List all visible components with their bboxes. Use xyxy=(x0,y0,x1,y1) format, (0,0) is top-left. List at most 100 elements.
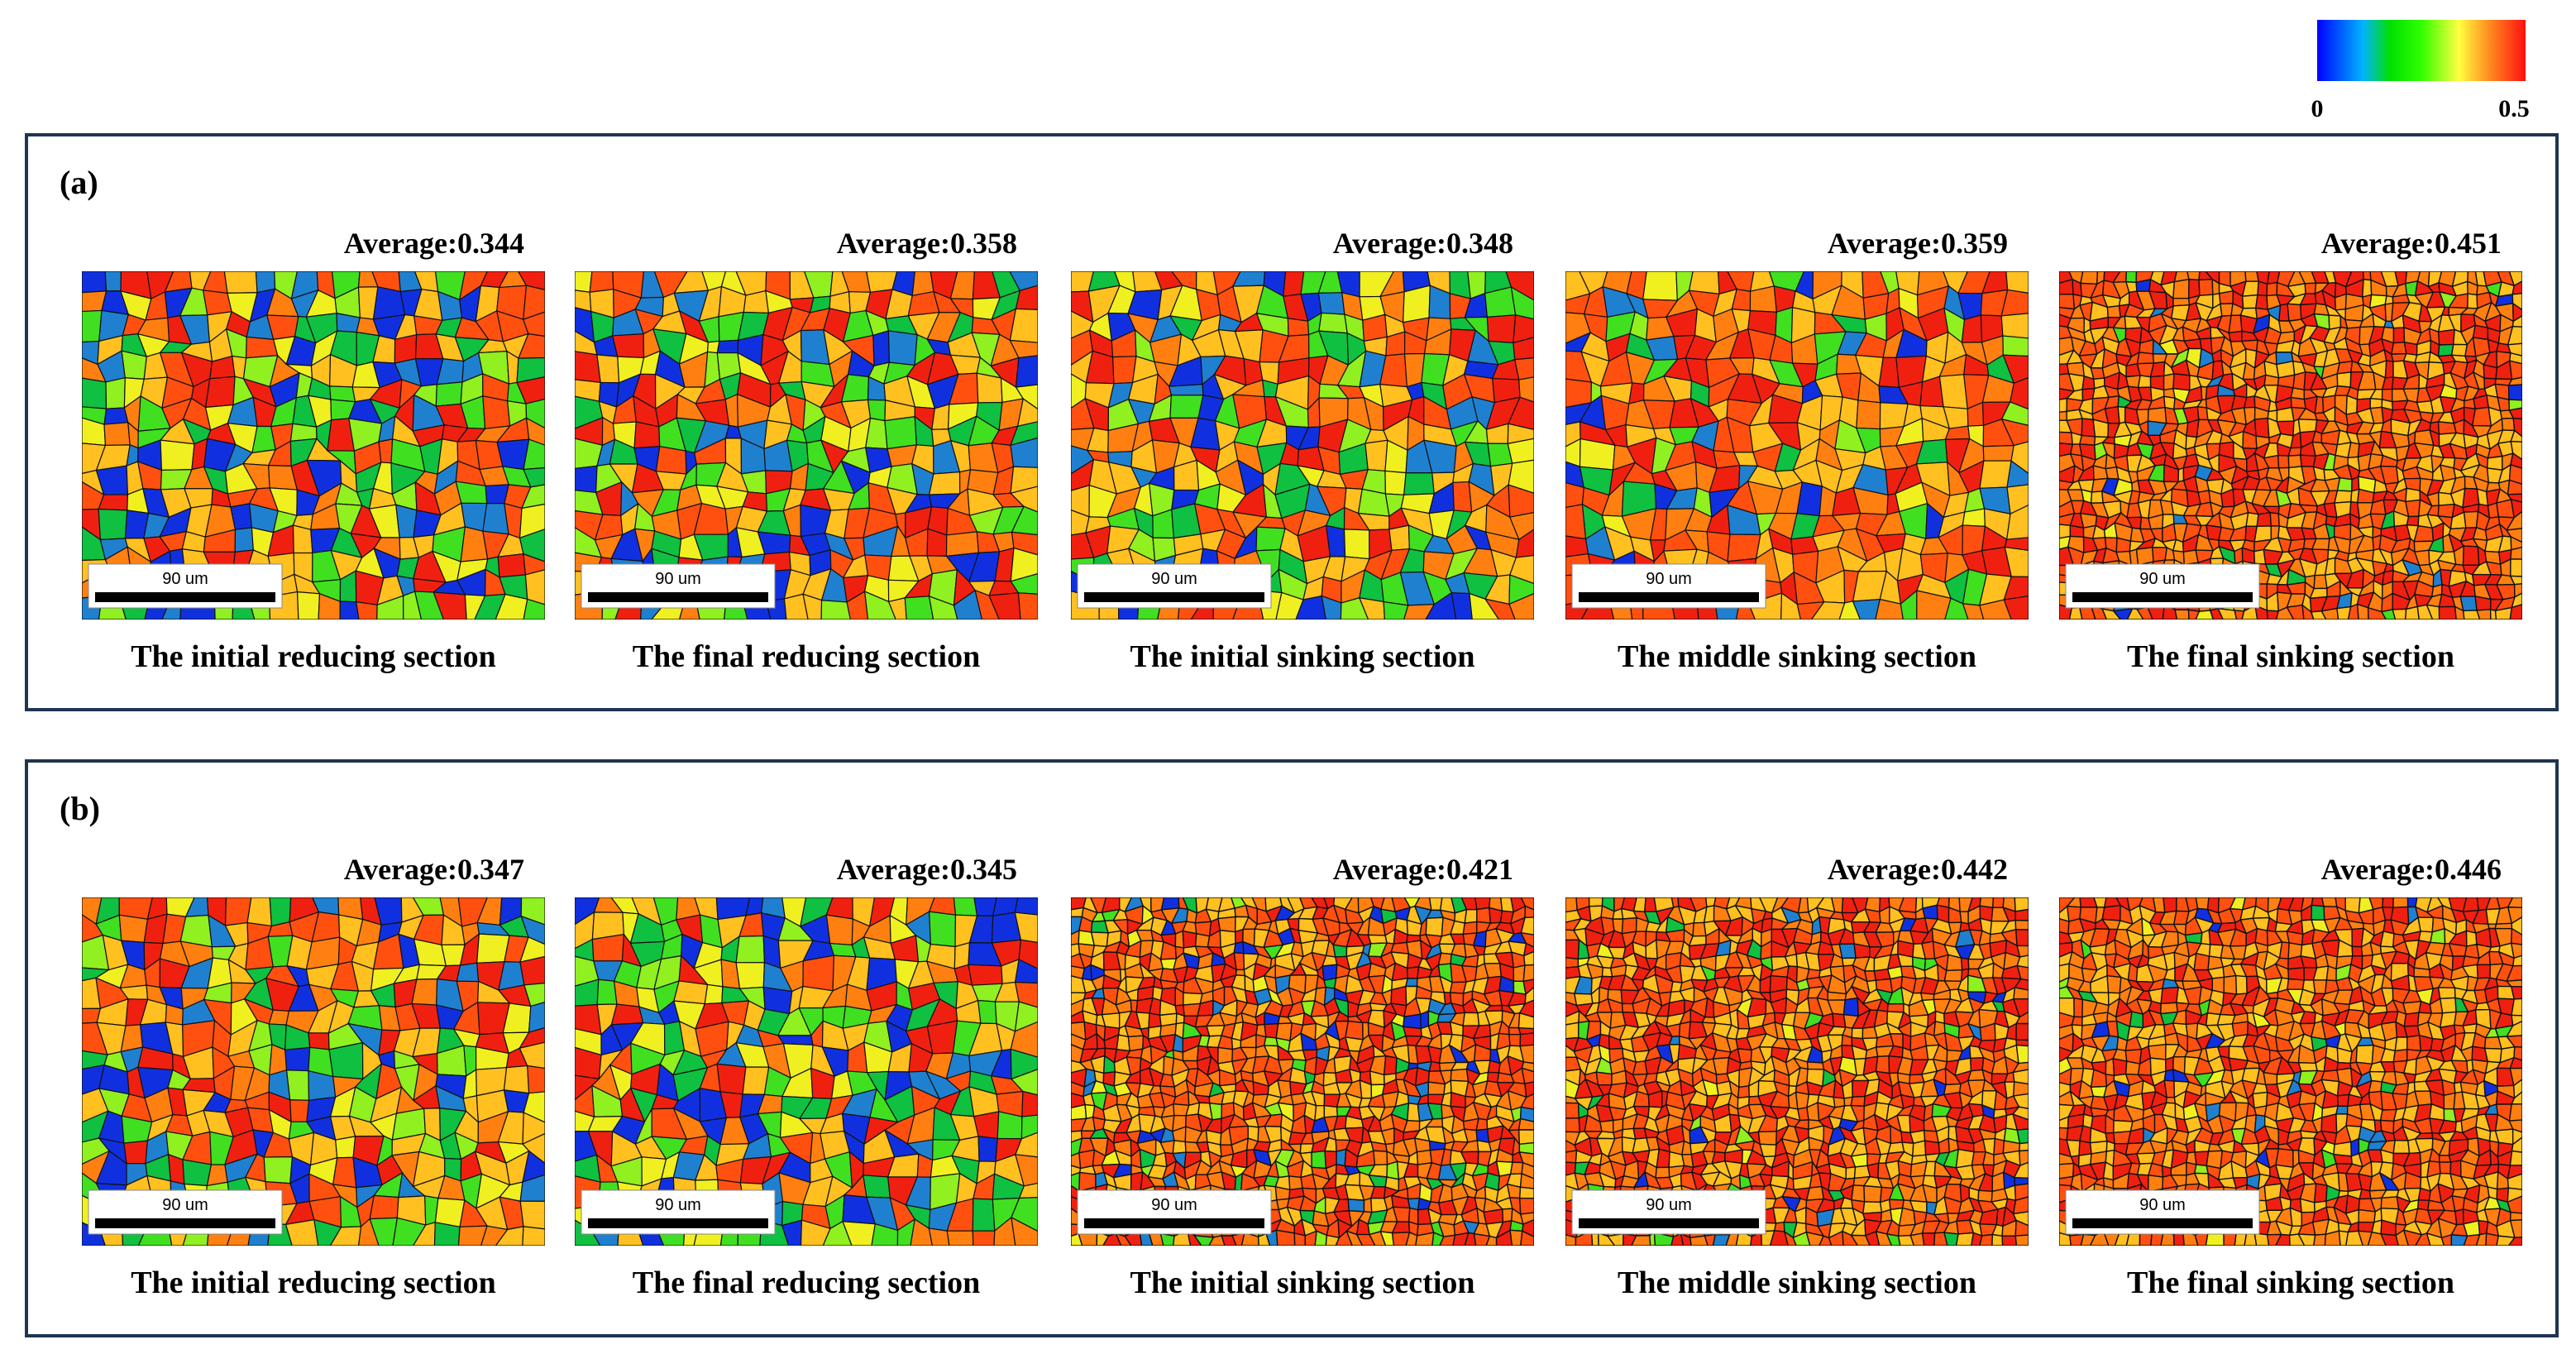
grain xyxy=(104,271,122,292)
grain xyxy=(2380,609,2397,620)
grain xyxy=(1010,437,1038,468)
grain xyxy=(1345,1230,1364,1246)
grain xyxy=(2406,515,2420,527)
grain xyxy=(1452,1232,1470,1246)
grain xyxy=(2507,493,2522,503)
grain xyxy=(802,954,835,992)
grain xyxy=(1495,1229,1513,1246)
grains xyxy=(575,271,1038,620)
grain xyxy=(519,955,545,986)
grain xyxy=(1015,1132,1038,1158)
grain xyxy=(1508,511,1534,541)
grain xyxy=(945,531,980,557)
grain xyxy=(1428,1060,1441,1073)
grain xyxy=(2115,537,2132,553)
grain xyxy=(1304,1230,1317,1246)
grain xyxy=(82,271,108,294)
grain xyxy=(435,381,463,407)
grain xyxy=(2090,490,2104,504)
grain xyxy=(2476,609,2492,620)
grain xyxy=(2253,417,2270,439)
grain xyxy=(2287,454,2302,469)
grain xyxy=(329,1226,362,1246)
grain xyxy=(1403,604,1436,620)
grain xyxy=(993,1216,1016,1246)
grain xyxy=(884,416,917,450)
grain xyxy=(1314,1230,1328,1246)
grain xyxy=(2505,510,2522,531)
grain xyxy=(2106,304,2122,318)
grain xyxy=(482,395,511,429)
grain xyxy=(1010,1069,1038,1096)
average: Average:0.421 xyxy=(1333,853,1513,886)
grain xyxy=(1520,1093,1534,1110)
grains xyxy=(575,897,1038,1246)
grain xyxy=(2010,441,2029,475)
grain xyxy=(1513,337,1534,361)
grain xyxy=(1979,599,2012,620)
grains xyxy=(1071,897,1534,1246)
grain xyxy=(2125,271,2138,284)
grain xyxy=(2003,596,2029,620)
grain xyxy=(904,596,934,620)
grain xyxy=(182,1159,213,1187)
grain xyxy=(1011,1197,1038,1232)
grain xyxy=(1343,529,1370,560)
grain xyxy=(495,593,528,620)
grain xyxy=(167,1153,185,1185)
scale-bar-label: 90 um xyxy=(1151,1196,1197,1214)
grain xyxy=(2510,452,2522,469)
grain xyxy=(285,1069,310,1101)
grain xyxy=(1364,439,1388,472)
grain xyxy=(800,1219,831,1246)
grain xyxy=(263,1156,294,1184)
grain xyxy=(527,1065,545,1094)
grain xyxy=(2392,327,2406,344)
grain xyxy=(2234,610,2245,620)
grain xyxy=(328,1041,364,1080)
grain xyxy=(1015,285,1038,310)
grain xyxy=(1522,978,1534,996)
scale-bar xyxy=(95,1218,275,1228)
grain xyxy=(2006,460,2029,488)
grain xyxy=(411,978,438,1006)
grain xyxy=(2287,303,2302,322)
average: Average:0.345 xyxy=(837,853,1017,886)
grain xyxy=(1325,1234,1341,1246)
scale-bar xyxy=(95,592,275,602)
grain xyxy=(1010,573,1038,595)
grain xyxy=(2016,964,2029,981)
grain xyxy=(2059,410,2067,422)
grain xyxy=(355,600,378,620)
grain xyxy=(495,1226,524,1246)
grain xyxy=(1240,1232,1259,1246)
average: Average:0.347 xyxy=(344,853,524,886)
grain xyxy=(525,417,545,446)
grain xyxy=(313,1218,342,1246)
grain xyxy=(523,466,545,488)
grain xyxy=(98,508,128,541)
grain xyxy=(673,980,709,1005)
grain xyxy=(2228,314,2243,334)
grain xyxy=(289,1099,310,1122)
grain xyxy=(2416,604,2434,620)
grain xyxy=(332,1156,357,1189)
grain xyxy=(1509,1161,1524,1175)
grain xyxy=(2511,592,2522,609)
grain xyxy=(2511,280,2522,295)
grain xyxy=(2347,603,2359,620)
grain xyxy=(522,1150,545,1184)
grain xyxy=(988,592,1021,620)
grain xyxy=(611,333,645,359)
grain xyxy=(2437,343,2454,357)
grain xyxy=(528,1001,545,1034)
grain xyxy=(928,595,958,620)
grain xyxy=(1856,400,1881,430)
grain xyxy=(887,597,907,620)
grain xyxy=(519,1174,545,1203)
grain xyxy=(1450,1068,1470,1083)
grain xyxy=(2301,604,2315,620)
grain xyxy=(433,591,467,620)
grain xyxy=(269,897,292,927)
